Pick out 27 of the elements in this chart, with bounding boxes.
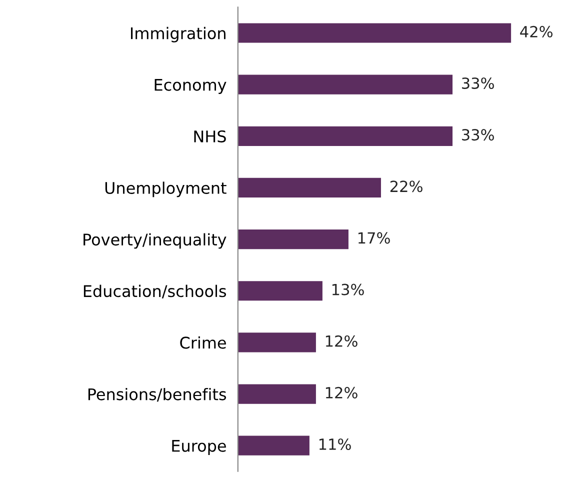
- data-label: 17%: [358, 232, 390, 244]
- data-label: 13%: [332, 284, 364, 296]
- bar: [238, 74, 453, 94]
- bar: [238, 178, 381, 198]
- bar: [238, 230, 348, 250]
- data-label: 33%: [462, 129, 494, 141]
- y-tick-label: Unemployment: [105, 182, 226, 198]
- bar: [238, 126, 453, 146]
- y-tick-label: Crime: [180, 336, 226, 349]
- data-label: 22%: [390, 180, 422, 192]
- bar: [238, 384, 316, 404]
- y-tick-label: Education/schools: [84, 284, 226, 298]
- data-label: 12%: [326, 386, 358, 398]
- bar: [238, 332, 316, 352]
- bar: [238, 281, 322, 301]
- data-label: 33%: [462, 77, 494, 90]
- y-tick-label: Immigration: [131, 26, 226, 42]
- y-tick-label: Europe: [172, 440, 226, 455]
- bar: [238, 23, 512, 43]
- y-tick-label: Poverty/inequality: [84, 233, 226, 249]
- y-tick-label: NHS: [194, 130, 226, 142]
- data-label: 12%: [326, 335, 358, 347]
- y-tick-label: Economy: [154, 79, 226, 94]
- y-tick-label: Pensions/benefits: [88, 388, 226, 402]
- data-label: 11%: [319, 438, 351, 450]
- bar: [238, 436, 310, 456]
- data-label: 42%: [520, 26, 552, 38]
